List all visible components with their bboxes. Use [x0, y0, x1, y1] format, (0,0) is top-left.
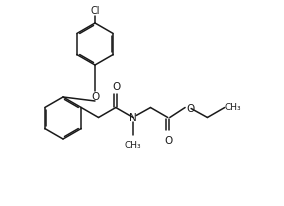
Text: CH₃: CH₃	[125, 141, 141, 150]
Text: O: O	[91, 91, 99, 102]
Text: N: N	[129, 113, 137, 123]
Text: CH₃: CH₃	[224, 103, 241, 111]
Text: O: O	[165, 135, 173, 145]
Text: O: O	[186, 103, 194, 113]
Text: Cl: Cl	[90, 6, 100, 16]
Text: O: O	[113, 81, 121, 91]
